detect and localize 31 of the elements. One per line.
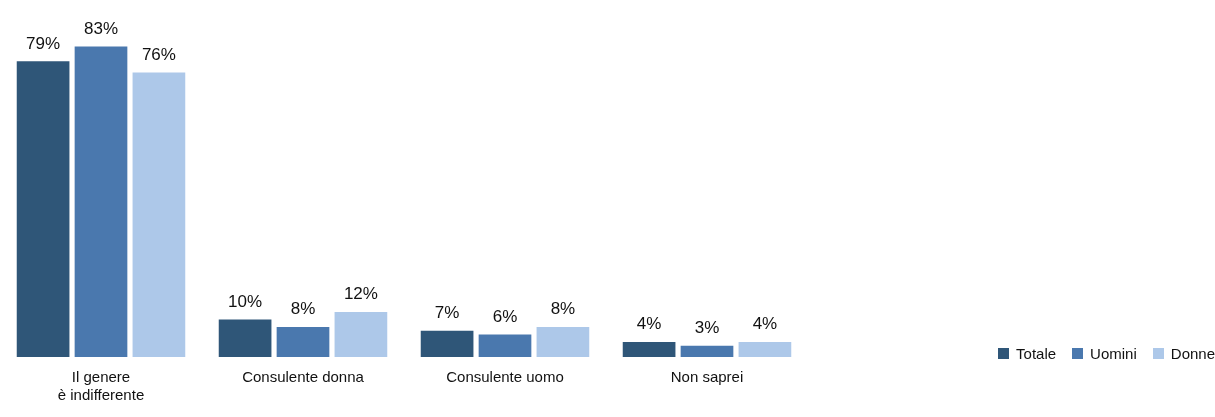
x-tick-label: Consulente uomo (446, 368, 564, 386)
data-label: 79% (26, 33, 61, 53)
data-label: 4% (752, 314, 778, 334)
bar (218, 319, 272, 357)
data-label: 8% (550, 299, 576, 319)
legend-label: Totale (1015, 345, 1057, 362)
bar (132, 72, 186, 357)
legend-label: Donne (1169, 345, 1215, 362)
data-label: 7% (434, 302, 460, 322)
x-tick-label: Non saprei (670, 368, 744, 386)
data-label: 6% (492, 306, 518, 326)
data-label: 4% (636, 314, 662, 334)
bar (680, 345, 734, 357)
data-label: 12% (343, 284, 378, 304)
bar (478, 334, 532, 357)
bar (16, 61, 70, 357)
data-label: 76% (141, 44, 176, 64)
data-label: 83% (83, 18, 119, 38)
x-tick-label: Il genere è indifferente (57, 368, 145, 404)
bar (536, 327, 590, 357)
bar (276, 327, 330, 357)
bar (74, 46, 128, 357)
data-label: 8% (290, 299, 316, 319)
bar (334, 312, 388, 357)
legend-label: Uomini (1089, 345, 1137, 362)
x-tick-label: Consulente donna (242, 368, 365, 386)
data-label: 3% (694, 317, 720, 337)
bar (738, 342, 792, 357)
bar (622, 342, 676, 357)
data-label: 10% (228, 291, 263, 311)
bar (420, 330, 474, 357)
